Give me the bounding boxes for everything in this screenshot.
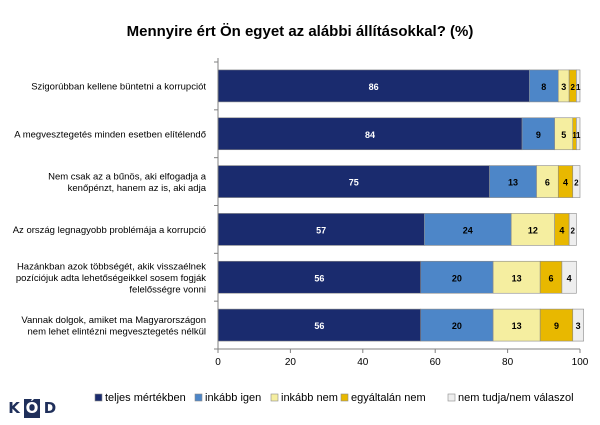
legend-swatch (340, 393, 349, 402)
bar-data-label: 9 (554, 321, 559, 331)
bar-segment (217, 260, 422, 294)
bar-segment (217, 308, 422, 342)
bar-segment (217, 117, 523, 151)
category-label: kenőpénzt, hanem az is, aki adja (68, 183, 207, 194)
bar-segment (529, 69, 559, 103)
bar-segment (561, 260, 577, 294)
bar-data-label: 6 (545, 178, 550, 188)
category-label: Az ország legnagyobb problémája a korrup… (13, 225, 206, 236)
bar-data-label: 2 (571, 226, 576, 235)
bar-segment (424, 213, 512, 246)
x-tick-label: 40 (357, 357, 369, 368)
category-label: Szigorúbban kellene büntetni a korrupció… (31, 81, 206, 92)
category-label: A megvesztegetés minden esetben elítélen… (14, 129, 206, 140)
x-tick-label: 100 (572, 357, 589, 368)
logo-letter-k: K (8, 398, 20, 417)
bar-segment (576, 69, 581, 103)
bar-segment (217, 165, 490, 198)
bar-data-label: 56 (314, 321, 324, 331)
bar-data-label: 2 (574, 179, 579, 188)
x-tick-label: 60 (430, 357, 442, 368)
bar-data-label: 1 (572, 131, 577, 140)
bar-data-label: 8 (541, 82, 546, 92)
bar-segment (539, 308, 574, 342)
category-label: felelősségre vonni (129, 284, 206, 295)
bar-segment (568, 213, 577, 246)
chart-title: Mennyire ért Ön egyet az alábbi állításo… (127, 23, 474, 40)
bar-segment (420, 308, 494, 342)
bar-data-label: 1 (576, 83, 581, 92)
bar-data-label: 13 (508, 178, 518, 188)
bar-data-label: 84 (365, 130, 375, 140)
bar-segment (217, 213, 425, 246)
bar-data-label: 4 (559, 225, 564, 235)
bar-segment (572, 308, 584, 342)
bar-segment (576, 117, 581, 151)
category-label: pozíciójuk adta lehetőségeikkel sosem fo… (16, 273, 206, 284)
bar-data-label: 13 (512, 273, 522, 283)
legend-swatch (270, 393, 279, 402)
category-label: Hazánkban azok többségét, akik visszaéln… (17, 261, 206, 272)
bar-data-label: 5 (561, 130, 566, 140)
bar-segment (572, 165, 581, 198)
bar-data-label: 4 (563, 178, 568, 188)
legend-swatch (447, 393, 456, 402)
bar-segment (492, 260, 541, 294)
bar-data-label: 75 (349, 178, 359, 188)
legend-swatch (94, 393, 103, 402)
bar-data-label: 24 (463, 225, 473, 235)
logo-letter-d: D (43, 398, 57, 417)
x-tick-label: 80 (502, 357, 514, 368)
bar-data-label: 20 (452, 273, 462, 283)
bar-data-label: 86 (369, 82, 379, 92)
category-label: Nem csak az a bűnös, aki elfogadja a (48, 171, 207, 182)
category-label: nem lehet elintézni megvesztegetés nélkü… (28, 326, 207, 337)
bar-data-label: 3 (561, 82, 566, 92)
legend-label: nem tudja/nem válaszol (458, 392, 574, 404)
x-tick-label: 0 (215, 357, 221, 368)
bar-data-label: 56 (314, 273, 324, 283)
legend-label: inkább igen (205, 392, 261, 404)
bar-data-label: 6 (549, 273, 554, 283)
bar-segment (420, 260, 494, 294)
bar-data-label: 4 (567, 273, 572, 283)
category-label: Vannak dolgok, amiket ma Magyarországon (21, 315, 206, 326)
kod-logo: K Ó D (6, 397, 58, 419)
bar-data-label: 9 (536, 130, 541, 140)
legend-label: teljes mértékben (105, 392, 186, 404)
bar-segment (492, 308, 541, 342)
bar-data-label: 13 (512, 321, 522, 331)
bar-data-label: 1 (576, 131, 581, 140)
bar-data-label: 20 (452, 321, 462, 331)
legend-label: inkább nem (281, 392, 338, 404)
bar-segment (510, 213, 555, 246)
bar-data-label: 2 (571, 83, 576, 92)
bar-data-label: 57 (316, 225, 326, 235)
bar-data-label: 3 (576, 321, 581, 331)
x-tick-label: 20 (285, 357, 297, 368)
bar-segment (217, 69, 530, 103)
legend-label: egyáltalán nem (351, 392, 426, 404)
legend-swatch (194, 393, 203, 402)
bar-segment (489, 165, 537, 198)
logo-letter-o: Ó (24, 398, 40, 418)
bar-data-label: 12 (528, 225, 538, 235)
